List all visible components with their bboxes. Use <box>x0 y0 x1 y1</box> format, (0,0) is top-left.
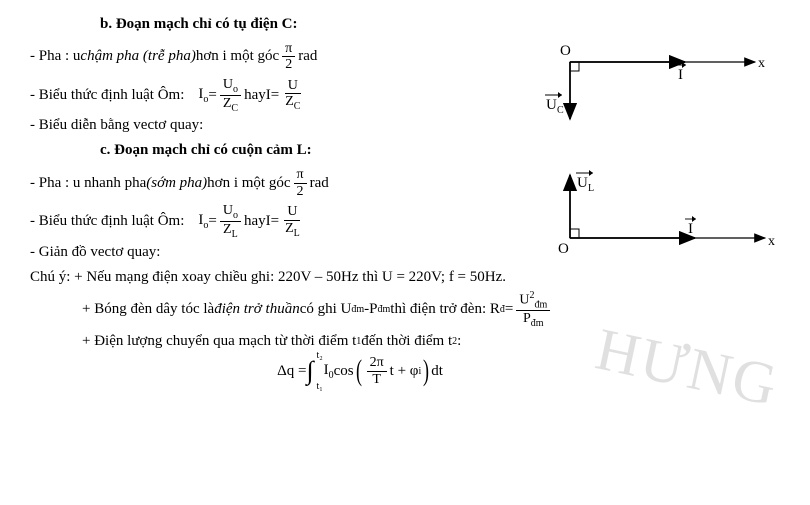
frac-U0-ZC: Uo ZC <box>220 77 241 114</box>
diagC-UC: U <box>546 97 557 113</box>
int-hi: t₂ <box>316 350 322 361</box>
n3b: đến thời điểm t <box>361 333 452 350</box>
diagC-x: x <box>758 56 765 71</box>
heading-c-text: c. Đoạn mạch chỉ có cuộn cảm L: <box>100 142 312 159</box>
eqL2: = <box>271 213 279 230</box>
dt: dt <box>431 363 443 380</box>
tphi: t + φ <box>390 363 419 380</box>
section-c-row: - Pha : u nhanh pha (sớm pha) hơn i một … <box>30 163 790 264</box>
b-pha-unit: rad <box>298 48 317 65</box>
hay: hay <box>244 87 266 104</box>
note-1: Chú ý: + Nếu mạng điện xoay chiều ghi: 2… <box>30 269 790 286</box>
section-b-heading: b. Đoạn mạch chỉ có tụ điện C: <box>100 16 790 33</box>
c-pha-frac: π 2 <box>294 167 307 199</box>
b-vecto: - Biểu diễn bằng vectơ quay: <box>30 117 203 134</box>
section-c-text: - Pha : u nhanh pha (sớm pha) hơn i một … <box>30 163 530 264</box>
n2c: có ghi U <box>300 301 352 318</box>
diagL-x: x <box>768 234 775 249</box>
frac-num: π <box>282 41 295 57</box>
diagC-O: O <box>560 43 571 59</box>
eq: = <box>208 87 216 104</box>
dq: Δq = <box>277 363 306 380</box>
diagram-capacitor: O I x U C <box>530 37 770 132</box>
hayL: hay <box>244 213 266 230</box>
b-ohm-label: - Biểu thức định luật Ôm: <box>30 87 184 104</box>
frac-U-ZL: U ZL <box>282 204 303 238</box>
frac-U-ZC: U ZC <box>282 78 303 112</box>
c-ohm-label: - Biểu thức định luật Ôm: <box>30 213 184 230</box>
b-pha-frac: π 2 <box>282 41 295 73</box>
n2b: điện trở thuần <box>214 301 300 318</box>
diagC-UCsub: C <box>557 105 564 116</box>
section-b-text: - Pha : u chậm pha (trễ pha) hơn i một g… <box>30 37 530 138</box>
note-2: + Bóng đèn dây tóc là điện trở thuần có … <box>82 290 790 329</box>
b-ohm-line: - Biểu thức định luật Ôm: Io = Uo ZC hay… <box>30 77 530 114</box>
frac-2piT: 2π T <box>367 355 387 387</box>
c-pha-line: - Pha : u nhanh pha (sớm pha) hơn i một … <box>30 167 530 199</box>
c-vecto-line: - Giản đồ vectơ quay: <box>30 244 530 261</box>
b-pha-suffix: hơn i một góc <box>196 48 279 65</box>
frac-Rd: U2đm Pđm <box>516 290 550 329</box>
frac-U0-ZL: Uo ZL <box>220 203 241 240</box>
diagL-O: O <box>558 241 569 257</box>
c-pha-suffix: hơn i một góc <box>207 175 290 192</box>
section-c-heading: c. Đoạn mạch chỉ có cuộn cảm L: <box>100 142 790 159</box>
b-pha-prefix: - Pha : u <box>30 48 80 65</box>
c-ohm-line: - Biểu thức định luật Ôm: Io = Uo ZL hay… <box>30 203 530 240</box>
n2c2: đm <box>351 304 364 315</box>
int-lo: t₁ <box>316 381 322 392</box>
n2e: thì điện trở đèn: R <box>390 301 500 318</box>
formula-dq: Δq = ∫ t₂ t₁ I0 cos ( 2π T t + φi ) dt <box>0 354 790 388</box>
diagC-I: I <box>678 67 683 83</box>
heading-text: b. Đoạn mạch chỉ có tụ điện C: <box>100 16 298 33</box>
n2d: -P <box>364 301 377 318</box>
n2d2: đm <box>378 304 391 315</box>
I0f: I0 <box>324 362 334 381</box>
n2a: + Bóng đèn dây tóc là <box>82 301 214 318</box>
paren-r-icon: ) <box>423 354 429 388</box>
b-pha-line: - Pha : u chậm pha (trễ pha) hơn i một g… <box>30 41 530 73</box>
I0L: Io <box>198 212 208 231</box>
eqL: = <box>208 213 216 230</box>
note1-text: Chú ý: + Nếu mạng điện xoay chiều ghi: 2… <box>30 269 506 286</box>
c-vecto: - Giản đồ vectơ quay: <box>30 244 160 261</box>
section-b-row: - Pha : u chậm pha (trễ pha) hơn i một g… <box>30 37 790 138</box>
I0: Io <box>198 86 208 105</box>
n2eq: = <box>505 301 513 318</box>
diagL-I: I <box>688 221 693 237</box>
paren-l-icon: ( <box>356 354 362 388</box>
eq2: = <box>271 87 279 104</box>
n3d: : <box>457 333 461 350</box>
n3: + Điện lượng chuyển qua mạch từ thời điể… <box>82 333 356 350</box>
frac-den: 2 <box>282 57 295 72</box>
c-pha-prefix: - Pha : u nhanh pha <box>30 175 146 192</box>
note-3: + Điện lượng chuyển qua mạch từ thời điể… <box>82 333 790 350</box>
b-vecto-line: - Biểu diễn bằng vectơ quay: <box>30 117 530 134</box>
diagL-UL: U <box>577 175 588 191</box>
integral-icon: ∫ t₂ t₁ <box>306 356 313 386</box>
cos: cos <box>334 363 354 380</box>
c-pha-ital: (sớm pha) <box>146 175 207 192</box>
diagram-inductor: O I x U L <box>530 163 780 258</box>
diagL-ULsub: L <box>588 183 594 194</box>
b-pha-ital: chậm pha (trễ pha) <box>80 48 195 65</box>
c-pha-unit: rad <box>310 175 329 192</box>
phii: i <box>418 366 421 377</box>
